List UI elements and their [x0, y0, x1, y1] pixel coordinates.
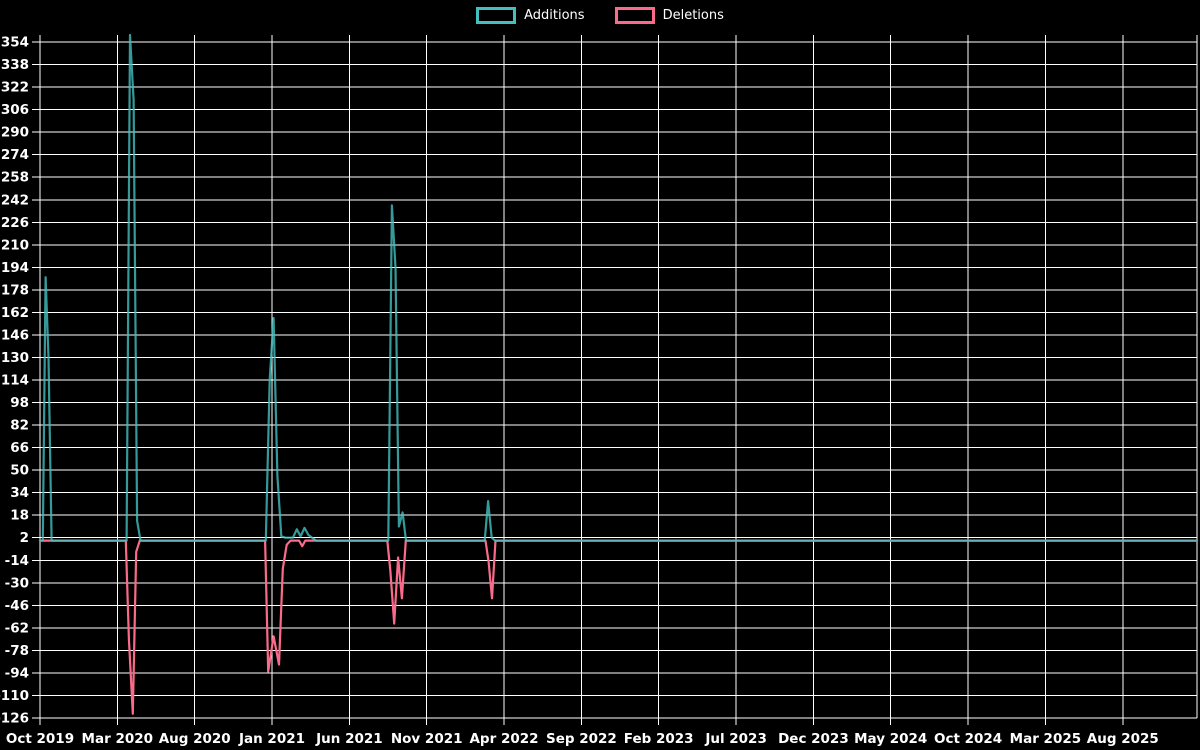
svg-text:354: 354 [1, 35, 29, 51]
svg-text:258: 258 [1, 170, 29, 186]
svg-text:66: 66 [10, 440, 29, 456]
svg-text:338: 338 [1, 57, 29, 73]
gridlines [32, 35, 1198, 725]
svg-text:274: 274 [1, 147, 29, 163]
legend-item-additions[interactable]: Additions [476, 7, 585, 24]
svg-text:Aug 2025: Aug 2025 [1087, 731, 1159, 747]
svg-text:18: 18 [10, 508, 29, 524]
svg-text:Feb 2023: Feb 2023 [624, 731, 694, 747]
chart-legend: Additions Deletions [0, 7, 1200, 24]
svg-text:130: 130 [1, 350, 29, 366]
deletions-line [38, 539, 1199, 715]
deletions-legend-label: Deletions [662, 8, 724, 23]
svg-text:Mar 2025: Mar 2025 [1010, 731, 1081, 747]
svg-text:194: 194 [1, 260, 29, 276]
svg-text:Mar 2020: Mar 2020 [82, 731, 153, 747]
svg-text:Dec 2023: Dec 2023 [778, 731, 849, 747]
svg-text:178: 178 [1, 282, 29, 298]
svg-text:Oct 2024: Oct 2024 [934, 731, 1002, 747]
svg-text:Jul 2023: Jul 2023 [704, 731, 767, 747]
svg-text:Nov 2021: Nov 2021 [391, 731, 463, 747]
svg-text:2: 2 [20, 530, 29, 546]
svg-text:-110: -110 [0, 688, 29, 704]
svg-text:-30: -30 [5, 575, 29, 591]
svg-text:50: 50 [10, 463, 29, 479]
additions-legend-label: Additions [524, 8, 585, 23]
x-axis-tick-labels: Oct 2019 Mar 2020 Aug 2020 Jan 2021 Jun 2021… [6, 731, 1159, 747]
svg-text:-46: -46 [5, 598, 29, 614]
svg-text:Oct 2019: Oct 2019 [6, 731, 74, 747]
svg-text:146: 146 [1, 328, 29, 344]
svg-text:290: 290 [1, 125, 29, 141]
svg-text:242: 242 [1, 192, 29, 208]
svg-text:-62: -62 [5, 620, 29, 636]
svg-text:226: 226 [1, 215, 29, 231]
deletions-legend-swatch [614, 7, 655, 24]
y-axis-tick-labels: 354 338 322 306 290 274 258 242 226 210 194 178 162 1… [0, 35, 29, 727]
svg-text:Jun 2021: Jun 2021 [315, 731, 383, 747]
svg-text:-126: -126 [0, 711, 29, 727]
svg-text:May 2024: May 2024 [854, 731, 927, 747]
additions-legend-swatch [476, 7, 517, 24]
svg-text:Aug 2020: Aug 2020 [159, 731, 231, 747]
svg-text:322: 322 [1, 80, 29, 96]
svg-text:34: 34 [10, 485, 29, 501]
svg-text:114: 114 [1, 373, 29, 389]
svg-text:162: 162 [1, 305, 29, 321]
svg-text:-14: -14 [5, 553, 29, 569]
svg-text:Sep 2022: Sep 2022 [546, 731, 617, 747]
legend-item-deletions[interactable]: Deletions [614, 7, 724, 24]
additions-line [38, 33, 1199, 542]
svg-text:210: 210 [1, 237, 29, 253]
svg-text:-78: -78 [5, 643, 29, 659]
svg-text:306: 306 [1, 102, 29, 118]
svg-text:Apr 2022: Apr 2022 [469, 731, 538, 747]
svg-text:Jan 2021: Jan 2021 [238, 731, 305, 747]
svg-text:82: 82 [10, 418, 29, 434]
svg-text:-94: -94 [5, 665, 29, 681]
svg-text:98: 98 [10, 395, 29, 411]
